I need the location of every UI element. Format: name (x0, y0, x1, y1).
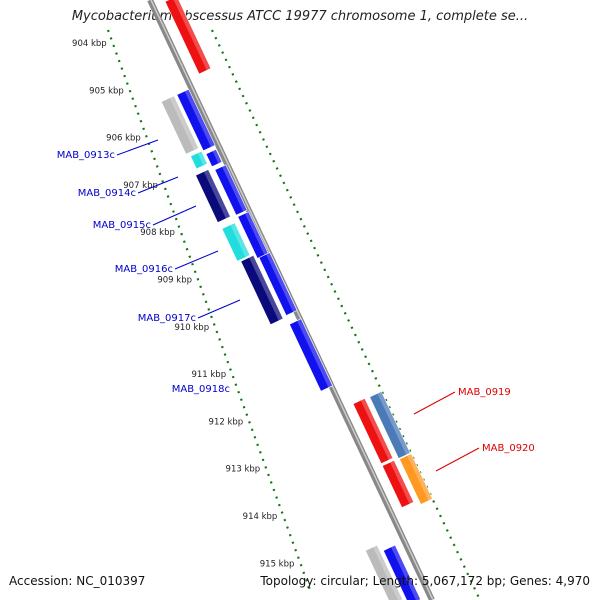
gene-block-shine (212, 149, 222, 164)
gene-block-3 (176, 88, 216, 152)
gene-block-7 (221, 222, 251, 262)
gene-block-shine (297, 318, 333, 388)
gene-label-text: MAB_0917c (138, 313, 196, 324)
outer-ruler (211, 29, 481, 600)
gene-block-shine (230, 222, 250, 258)
gene-block-17 (383, 544, 421, 600)
gene-block-shine (203, 169, 231, 219)
leader-line (197, 299, 241, 319)
gene-block-body (258, 252, 298, 316)
gene-label-MAB_0919: MAB_0919 (413, 387, 511, 415)
gene-block-body (369, 391, 411, 459)
scale-ticks: 904 kbp 905 kbp 906 kbp 907 kbp 908 kbp 909 k… (72, 39, 294, 569)
gene-label-MAB_0917c: MAB_0917c (138, 299, 241, 324)
leader-line (116, 139, 159, 156)
gene-block-shine (391, 545, 421, 600)
leader-line (413, 391, 456, 415)
leader-line (435, 447, 480, 472)
gene-label-text: MAB_0913c (57, 150, 115, 161)
gene-block-shine (373, 545, 403, 600)
gene-block-shine (184, 89, 216, 148)
gene-block-shine (222, 164, 248, 212)
gene-block-body (237, 211, 269, 259)
gene-block-8 (237, 211, 269, 259)
gene-label-text: MAB_0914c (78, 188, 136, 199)
gene-block-body (240, 254, 284, 326)
gene-block-15 (399, 453, 433, 505)
gene-block-body (164, 0, 212, 75)
gene-label-MAB_0920: MAB_0920 (435, 443, 535, 472)
tick-label: 910 kbp (174, 323, 209, 333)
gene-block-shine (169, 95, 199, 151)
gene-block-shine (197, 151, 208, 166)
gene-block-shine (360, 398, 393, 460)
gene-label-MAB_0918c: MAB_0918c (172, 384, 230, 395)
gene-labels: MAB_0913c MAB_0914c MAB_0915c MAB_0916c MAB_… (57, 139, 535, 472)
gene-label-text: MAB_0915c (93, 220, 151, 231)
gene-block-12 (352, 398, 394, 464)
tick-label: 914 kbp (243, 512, 278, 522)
gene-block-4 (205, 148, 223, 168)
gene-block-body (214, 164, 248, 216)
gene-label-MAB_0913c: MAB_0913c (57, 139, 159, 161)
gene-label-text: MAB_0920 (482, 443, 535, 454)
gene-block-body (399, 453, 433, 505)
gene-block-body (383, 544, 421, 600)
inner-ruler (106, 29, 312, 591)
gene-block-body (365, 544, 403, 600)
gene-block-1 (160, 95, 200, 155)
gene-block-body (205, 148, 223, 168)
gene-block-body (176, 88, 216, 152)
tick-label: 909 kbp (157, 276, 192, 286)
gene-block-shine (390, 460, 414, 504)
accession-text: Accession: NC_010397 (9, 574, 146, 588)
gene-block-body (381, 460, 415, 508)
gene-label-text: MAB_0916c (115, 264, 173, 275)
gene-label-MAB_0916c: MAB_0916c (115, 250, 219, 275)
gene-block-body (352, 398, 394, 464)
gene-block-shine (249, 255, 284, 321)
gene-block-10 (258, 252, 298, 316)
gene-block-body (195, 169, 231, 223)
gene-label-MAB_0915c: MAB_0915c (93, 205, 197, 231)
gene-block-6 (214, 164, 248, 216)
gene-block-body (160, 95, 200, 155)
gene-block-shine (173, 0, 211, 71)
gene-block-shine (407, 453, 433, 501)
gene-block-body (221, 222, 251, 262)
gene-label-text: MAB_0918c (172, 384, 230, 395)
tick-label: 911 kbp (191, 370, 226, 380)
leader-line (137, 176, 179, 194)
tick-label: 906 kbp (106, 134, 141, 144)
gene-block-shine (266, 252, 297, 313)
gene-label-text: MAB_0919 (458, 387, 511, 398)
gene-block-shine (244, 211, 269, 255)
gene-block-body (289, 318, 333, 392)
gene-block-16 (365, 544, 403, 600)
gene-block-11 (289, 318, 333, 392)
leader-line (152, 205, 197, 226)
gene-label-MAB_0914c: MAB_0914c (78, 176, 179, 199)
tick-label: 908 kbp (140, 228, 175, 238)
tick-label: 912 kbp (209, 417, 244, 427)
tick-label: 907 kbp (123, 181, 158, 191)
tick-label: 913 kbp (226, 465, 261, 475)
tick-label: 915 kbp (260, 559, 295, 569)
ruler-dots (106, 29, 481, 600)
gene-block-9 (240, 254, 284, 326)
leader-line (174, 250, 219, 270)
tick-label: 905 kbp (89, 86, 124, 96)
feature-blocks (160, 0, 433, 600)
gene-block-13 (369, 391, 411, 459)
gene-block-14 (381, 460, 415, 508)
summary-text: Topology: circular; Length: 5,067,172 bp… (260, 574, 590, 588)
gene-block-0 (164, 0, 212, 75)
tick-label: 904 kbp (72, 39, 107, 49)
gene-block-5 (195, 169, 231, 223)
gene-block-2 (190, 150, 208, 170)
gene-block-shine (377, 391, 411, 455)
gene-block-body (190, 150, 208, 170)
